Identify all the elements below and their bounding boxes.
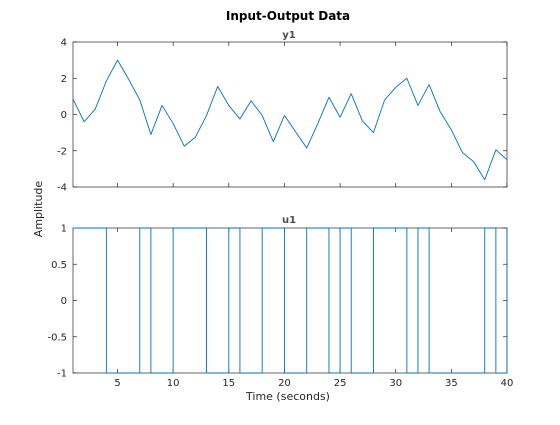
xtick-label: 10 <box>167 378 180 389</box>
u1-panel-title: u1 <box>282 215 296 226</box>
xtick-label: 30 <box>389 378 402 389</box>
y-axis-label: Amplitude <box>32 181 45 238</box>
x-axis-label: Time (seconds) <box>245 390 330 403</box>
y1-ytick-label: 2 <box>61 74 67 85</box>
u1-axes-box <box>72 227 508 374</box>
xtick-label: 35 <box>445 378 458 389</box>
xtick-label: 5 <box>114 378 120 389</box>
u1-ytick-label: -1 <box>57 369 67 380</box>
y1-panel-title: y1 <box>282 30 296 41</box>
y1-series-line <box>72 59 508 181</box>
xtick-label: 25 <box>334 378 347 389</box>
chart-title: Input-Output Data <box>226 9 350 23</box>
y1-ytick-label: 0 <box>61 110 67 121</box>
u1-ytick-label: 0 <box>61 296 67 307</box>
y1-ytick-label: -2 <box>57 146 67 157</box>
u1-axes: u1 -1 -0.5 0 0.5 1 5 10 15 20 25 30 35 40 <box>47 215 513 389</box>
xtick-label: 15 <box>222 378 235 389</box>
u1-ytick-label: -0.5 <box>47 332 67 343</box>
xtick-label: 40 <box>501 378 514 389</box>
xtick-label: 20 <box>278 378 291 389</box>
u1-series-line <box>73 227 508 374</box>
u1-ytick-label: 0.5 <box>51 260 67 271</box>
y1-ytick-label: -4 <box>57 183 67 194</box>
y1-axes: y1 -4 -2 0 2 4 <box>57 30 508 194</box>
u1-ytick-label: 1 <box>61 224 67 235</box>
y1-ytick-label: 4 <box>61 38 67 49</box>
